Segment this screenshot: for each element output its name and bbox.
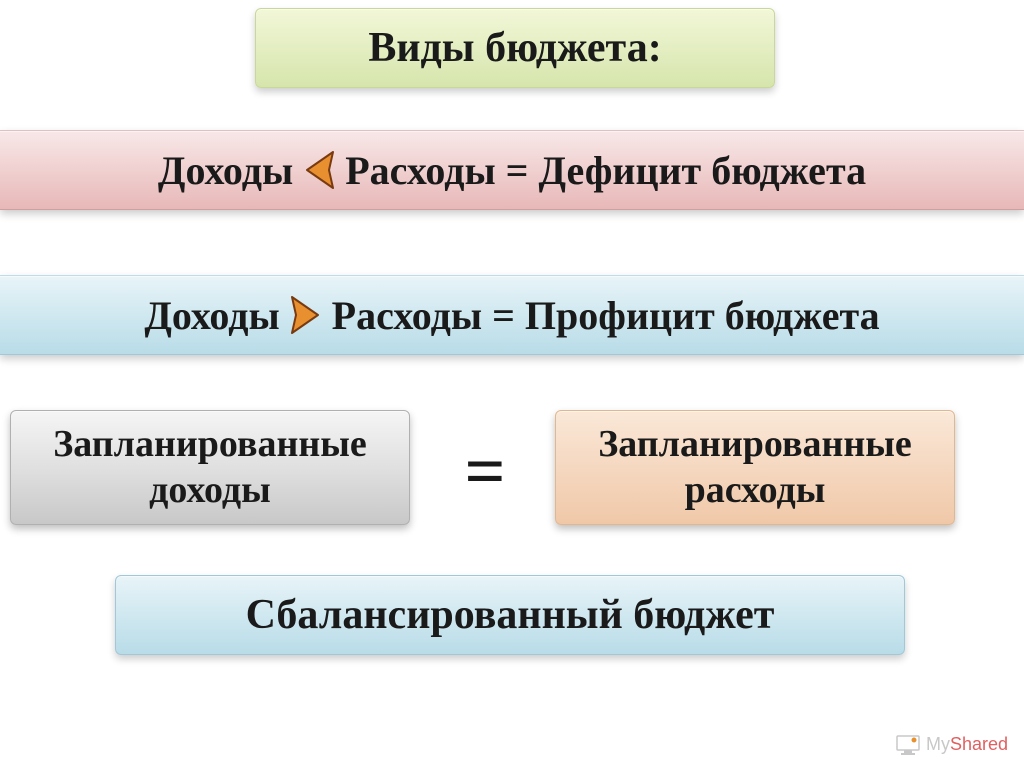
row1-right: Расходы = Дефицит бюджета xyxy=(345,147,866,194)
watermark-red: Shared xyxy=(950,734,1008,754)
row2-right: Расходы = Профицит бюджета xyxy=(332,292,880,339)
watermark-pre: My xyxy=(926,734,950,754)
planned-expense-text: Запланированные расходы xyxy=(556,422,954,513)
planned-income-text: Запланированные доходы xyxy=(11,422,409,513)
less-than-icon xyxy=(299,148,339,192)
planned-income-box: Запланированные доходы xyxy=(10,410,410,525)
balanced-budget-box: Сбалансированный бюджет xyxy=(115,575,905,655)
row1-left: Доходы xyxy=(158,147,293,194)
title-text: Виды бюджета: xyxy=(368,24,661,72)
row-deficit: Доходы Расходы = Дефицит бюджета xyxy=(0,130,1024,210)
watermark: MyShared xyxy=(896,734,1008,755)
watermark-icon xyxy=(896,735,920,755)
title-box: Виды бюджета: xyxy=(255,8,775,88)
balanced-budget-text: Сбалансированный бюджет xyxy=(246,591,775,639)
greater-than-icon xyxy=(286,293,326,337)
row2-left: Доходы xyxy=(144,292,279,339)
equals-sign: = xyxy=(440,430,530,513)
row-surplus: Доходы Расходы = Профицит бюджета xyxy=(0,275,1024,355)
planned-expense-box: Запланированные расходы xyxy=(555,410,955,525)
